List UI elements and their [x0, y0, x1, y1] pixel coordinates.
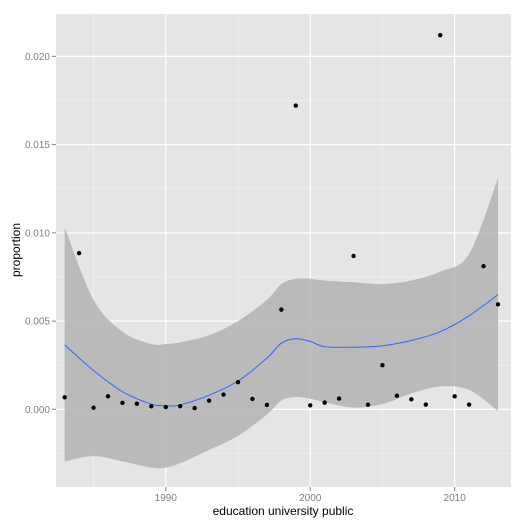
data-point [149, 404, 154, 409]
data-point [62, 395, 67, 400]
data-point [264, 402, 270, 408]
x-tick-label: 2000 [299, 493, 322, 504]
y-tick-label: 0.010 [25, 228, 50, 239]
data-point [76, 250, 82, 256]
data-point [351, 253, 356, 259]
y-tick-label: 0.015 [25, 140, 50, 151]
data-point [423, 402, 428, 407]
data-point [178, 403, 183, 409]
y-tick-label: 0.000 [25, 405, 50, 416]
data-point [365, 402, 371, 407]
smooth-line [64, 294, 499, 407]
data-point [293, 103, 298, 108]
data-point [481, 264, 486, 269]
y-tick-label: 0.020 [25, 52, 50, 63]
data-point [394, 393, 400, 398]
data-point [409, 397, 414, 402]
data-point [380, 363, 385, 368]
x-axis-title: education university public [213, 504, 354, 518]
data-point [206, 398, 212, 403]
x-axis-ticks: 1990 2000 2010 [155, 487, 467, 504]
data-point [163, 404, 168, 410]
grid-major [56, 14, 511, 487]
data-point [308, 403, 313, 408]
data-point [495, 302, 501, 307]
data-point [438, 32, 443, 38]
data-point [466, 402, 472, 407]
x-tick-label: 1990 [155, 493, 178, 504]
data-point [322, 400, 327, 405]
data-point [120, 400, 125, 406]
data-point [192, 405, 197, 411]
x-tick-label: 2010 [444, 493, 467, 504]
data-point [105, 394, 111, 399]
data-point [250, 396, 255, 402]
data-point [91, 405, 96, 410]
data-point [279, 307, 284, 312]
data-point [235, 379, 241, 385]
data-points [62, 32, 501, 411]
data-point [134, 401, 140, 406]
data-point [452, 394, 457, 399]
y-axis-ticks: 0.000 0.005 0.010 0.015 0.020 [25, 52, 56, 416]
y-tick-label: 0.005 [25, 317, 50, 328]
data-point [221, 392, 226, 397]
y-axis-title: proportion [9, 223, 23, 277]
data-point [336, 396, 342, 401]
confidence-ribbon [64, 178, 499, 469]
